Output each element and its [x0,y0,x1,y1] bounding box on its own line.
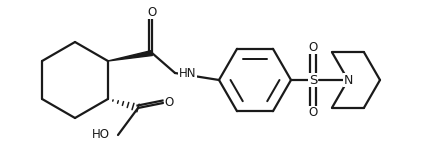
Text: N: N [343,74,353,86]
Text: HO: HO [92,128,110,142]
Text: S: S [309,74,317,86]
Polygon shape [108,51,153,61]
Text: O: O [308,106,318,119]
Text: O: O [164,96,174,109]
Text: O: O [147,5,157,19]
Text: HN: HN [179,66,197,80]
Text: O: O [308,41,318,53]
